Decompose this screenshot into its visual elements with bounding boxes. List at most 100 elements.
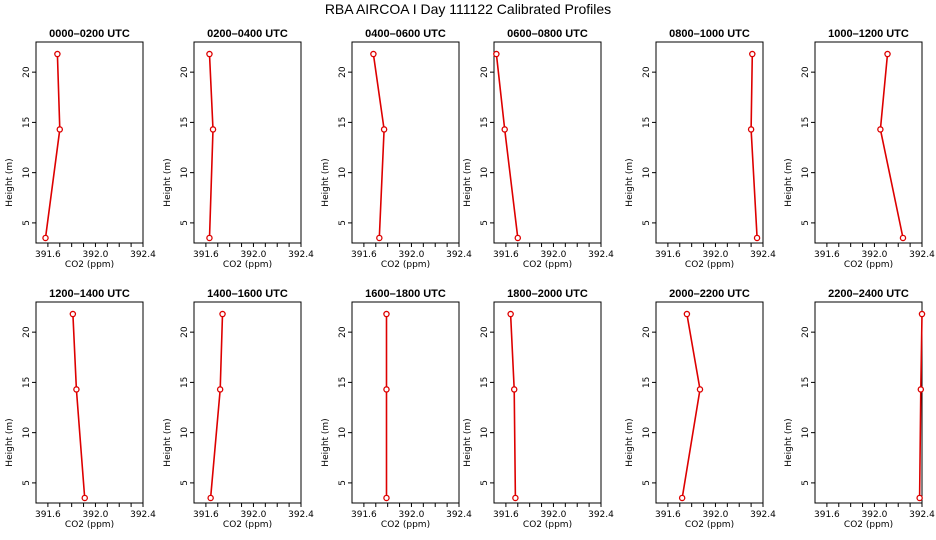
y-tick-label: 10 [480, 427, 490, 439]
y-tick-label: 10 [642, 427, 652, 439]
y-tick-label: 20 [480, 66, 490, 78]
x-tick-label: 392.4 [750, 250, 776, 260]
x-tick-label: 392.4 [446, 510, 472, 520]
x-tick-label: 391.6 [814, 250, 840, 260]
y-tick-label: 20 [22, 326, 32, 338]
profile-panel: 0600–0800 UTC 391.6 392.0 392.4 5 10 15 20 CO2 (… [463, 28, 614, 270]
data-point [383, 386, 390, 393]
panel-title: 1800–2000 UTC [507, 288, 588, 300]
y-tick-label: 20 [801, 326, 811, 338]
x-tick-label: 392.4 [288, 250, 314, 260]
x-tick-label: 392.4 [909, 250, 935, 260]
plot-frame [814, 41, 923, 244]
y-tick-label: 20 [642, 326, 652, 338]
plot-frame [35, 41, 144, 244]
y-axis-label: Height (m) [163, 158, 173, 206]
profile-line [681, 313, 701, 499]
data-point [512, 494, 519, 502]
y-tick-label: 10 [801, 167, 811, 179]
x-axis-label: CO2 (ppm) [381, 520, 430, 530]
x-tick-label: 392.0 [399, 510, 425, 520]
y-tick-label: 10 [642, 167, 652, 179]
x-axis-label: CO2 (ppm) [685, 520, 734, 530]
y-tick-label: 10 [480, 167, 490, 179]
data-point [678, 494, 686, 502]
x-tick-label: 391.6 [493, 510, 519, 520]
y-tick-label: 5 [180, 480, 190, 486]
data-point [683, 310, 691, 318]
x-axis-label: CO2 (ppm) [685, 260, 734, 270]
x-tick-label: 392.0 [862, 510, 888, 520]
y-axis-label: Height (m) [163, 418, 173, 466]
plot-frame [655, 301, 764, 504]
profile-line [509, 314, 517, 499]
x-tick-label: 392.4 [909, 510, 935, 520]
profile-panel: 1800–2000 UTC 391.6 392.0 392.4 5 10 15 20 CO2 (… [463, 288, 614, 530]
profile-line [750, 54, 758, 239]
data-point [73, 386, 80, 393]
panel-title: 0000–0200 UTC [49, 28, 130, 40]
profile-line [208, 54, 214, 239]
y-tick-label: 10 [338, 427, 348, 439]
x-axis-label: CO2 (ppm) [523, 520, 572, 530]
x-axis-label: CO2 (ppm) [844, 260, 893, 270]
y-tick-label: 5 [801, 220, 811, 226]
data-point [696, 386, 704, 393]
plot-frame [35, 301, 144, 504]
data-point [209, 126, 217, 133]
x-tick-label: 392.4 [288, 510, 314, 520]
data-point [376, 234, 383, 242]
y-axis-label: Height (m) [463, 418, 473, 466]
y-tick-label: 5 [642, 480, 652, 486]
x-tick-label: 392.0 [541, 250, 567, 260]
profile-line [209, 314, 224, 499]
panel-title: 1200–1400 UTC [49, 288, 130, 300]
y-tick-label: 15 [180, 377, 190, 388]
x-axis-label: CO2 (ppm) [844, 520, 893, 530]
y-tick-label: 20 [642, 66, 652, 78]
y-tick-label: 5 [180, 220, 190, 226]
y-axis-label: Height (m) [784, 418, 794, 466]
y-tick-label: 20 [180, 66, 190, 78]
profile-panel: 2000–2200 UTC 391.6 392.0 392.4 5 10 15 20 CO2 (… [625, 288, 776, 530]
y-axis-label: Height (m) [463, 158, 473, 206]
x-tick-label: 392.4 [588, 510, 614, 520]
data-point [216, 386, 224, 393]
data-point [884, 50, 891, 58]
profile-panel: 1200–1400 UTC 391.6 392.0 392.4 5 10 15 20 CO2 (… [5, 288, 156, 530]
y-tick-label: 15 [801, 117, 811, 128]
data-point [917, 386, 925, 393]
y-axis-label: Height (m) [321, 158, 331, 206]
x-tick-label: 391.6 [35, 510, 61, 520]
profile-line [495, 54, 519, 239]
y-tick-label: 5 [642, 220, 652, 226]
y-tick-label: 15 [801, 377, 811, 388]
y-axis-label: Height (m) [5, 158, 15, 206]
y-axis-label: Height (m) [625, 418, 635, 466]
data-point [42, 234, 49, 242]
panel-title: 0400–0600 UTC [365, 28, 446, 40]
y-tick-label: 15 [180, 117, 190, 128]
y-tick-label: 10 [338, 167, 348, 179]
y-tick-label: 10 [22, 167, 32, 179]
y-tick-label: 15 [338, 117, 348, 128]
profile-panel: 2200–2400 UTC 391.6 392.0 392.4 5 10 15 20 CO2 (… [784, 288, 935, 530]
data-point [753, 234, 761, 242]
x-tick-label: 391.6 [193, 250, 219, 260]
x-tick-label: 391.6 [655, 250, 681, 260]
figure-title: RBA AIRCOA I Day 111122 Calibrated Profi… [324, 1, 612, 17]
profile-line [72, 314, 86, 499]
y-tick-label: 15 [22, 117, 32, 128]
data-point [749, 50, 756, 58]
profile-panel: 0400–0600 UTC 391.6 392.0 392.4 5 10 15 20 CO2 (… [321, 28, 472, 270]
panel-title: 1600–1800 UTC [365, 288, 446, 300]
y-tick-label: 15 [22, 377, 32, 388]
x-axis-label: CO2 (ppm) [65, 260, 114, 270]
x-tick-label: 392.4 [750, 510, 776, 520]
y-tick-label: 10 [180, 167, 190, 179]
y-tick-label: 5 [338, 220, 348, 226]
x-axis-label: CO2 (ppm) [65, 520, 114, 530]
data-point [383, 494, 390, 502]
x-tick-label: 392.0 [541, 510, 567, 520]
